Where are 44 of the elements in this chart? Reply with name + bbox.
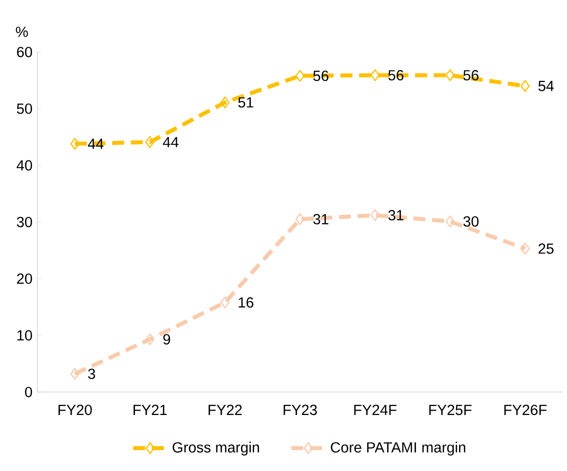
point xyxy=(295,213,305,226)
point xyxy=(370,209,380,222)
x-tick-label: FY26F xyxy=(504,404,547,416)
point xyxy=(220,96,230,108)
data-label: 56 xyxy=(463,70,478,80)
legend-label: Gross margin xyxy=(172,442,259,456)
y-axis-title: % xyxy=(16,26,28,37)
data-label: 3 xyxy=(88,368,96,380)
data-label: 54 xyxy=(538,80,554,92)
point xyxy=(145,136,155,148)
point xyxy=(70,368,80,380)
y-tick-label: 60 xyxy=(17,46,32,58)
data-label: 31 xyxy=(313,214,328,224)
point xyxy=(446,69,455,82)
point xyxy=(446,216,455,228)
point xyxy=(220,296,230,308)
x-tick-label: FY21 xyxy=(134,404,167,415)
data-label: 51 xyxy=(238,97,254,108)
x-tick-label: FY22 xyxy=(208,404,242,415)
x-tick-label: FY24F xyxy=(354,404,396,415)
data-label: 30 xyxy=(463,216,479,227)
y-tick-label: 30 xyxy=(16,216,32,228)
x-tick-label: FY20 xyxy=(58,404,92,416)
legend-label: Core PATAMI margin xyxy=(330,442,466,456)
y-tick-label: 0 xyxy=(25,386,32,398)
x-tick-label: FY23 xyxy=(284,404,317,416)
data-label: 16 xyxy=(238,297,254,308)
x-tick-label: FY25F xyxy=(429,404,472,416)
y-tick-label: 50 xyxy=(16,103,32,114)
data-label: 31 xyxy=(388,210,404,220)
point xyxy=(520,242,530,255)
point xyxy=(295,70,305,82)
data-label: 56 xyxy=(313,70,328,81)
point xyxy=(145,333,155,346)
y-tick-label: 10 xyxy=(17,330,32,341)
y-tick-label: 40 xyxy=(16,160,32,171)
y-tick-label: 20 xyxy=(17,273,32,284)
point xyxy=(520,80,530,92)
point xyxy=(70,138,80,150)
data-label: 44 xyxy=(162,137,178,148)
data-label: 25 xyxy=(538,243,554,254)
point xyxy=(370,69,380,82)
data-label: 9 xyxy=(163,334,170,344)
data-label: 56 xyxy=(388,70,404,80)
